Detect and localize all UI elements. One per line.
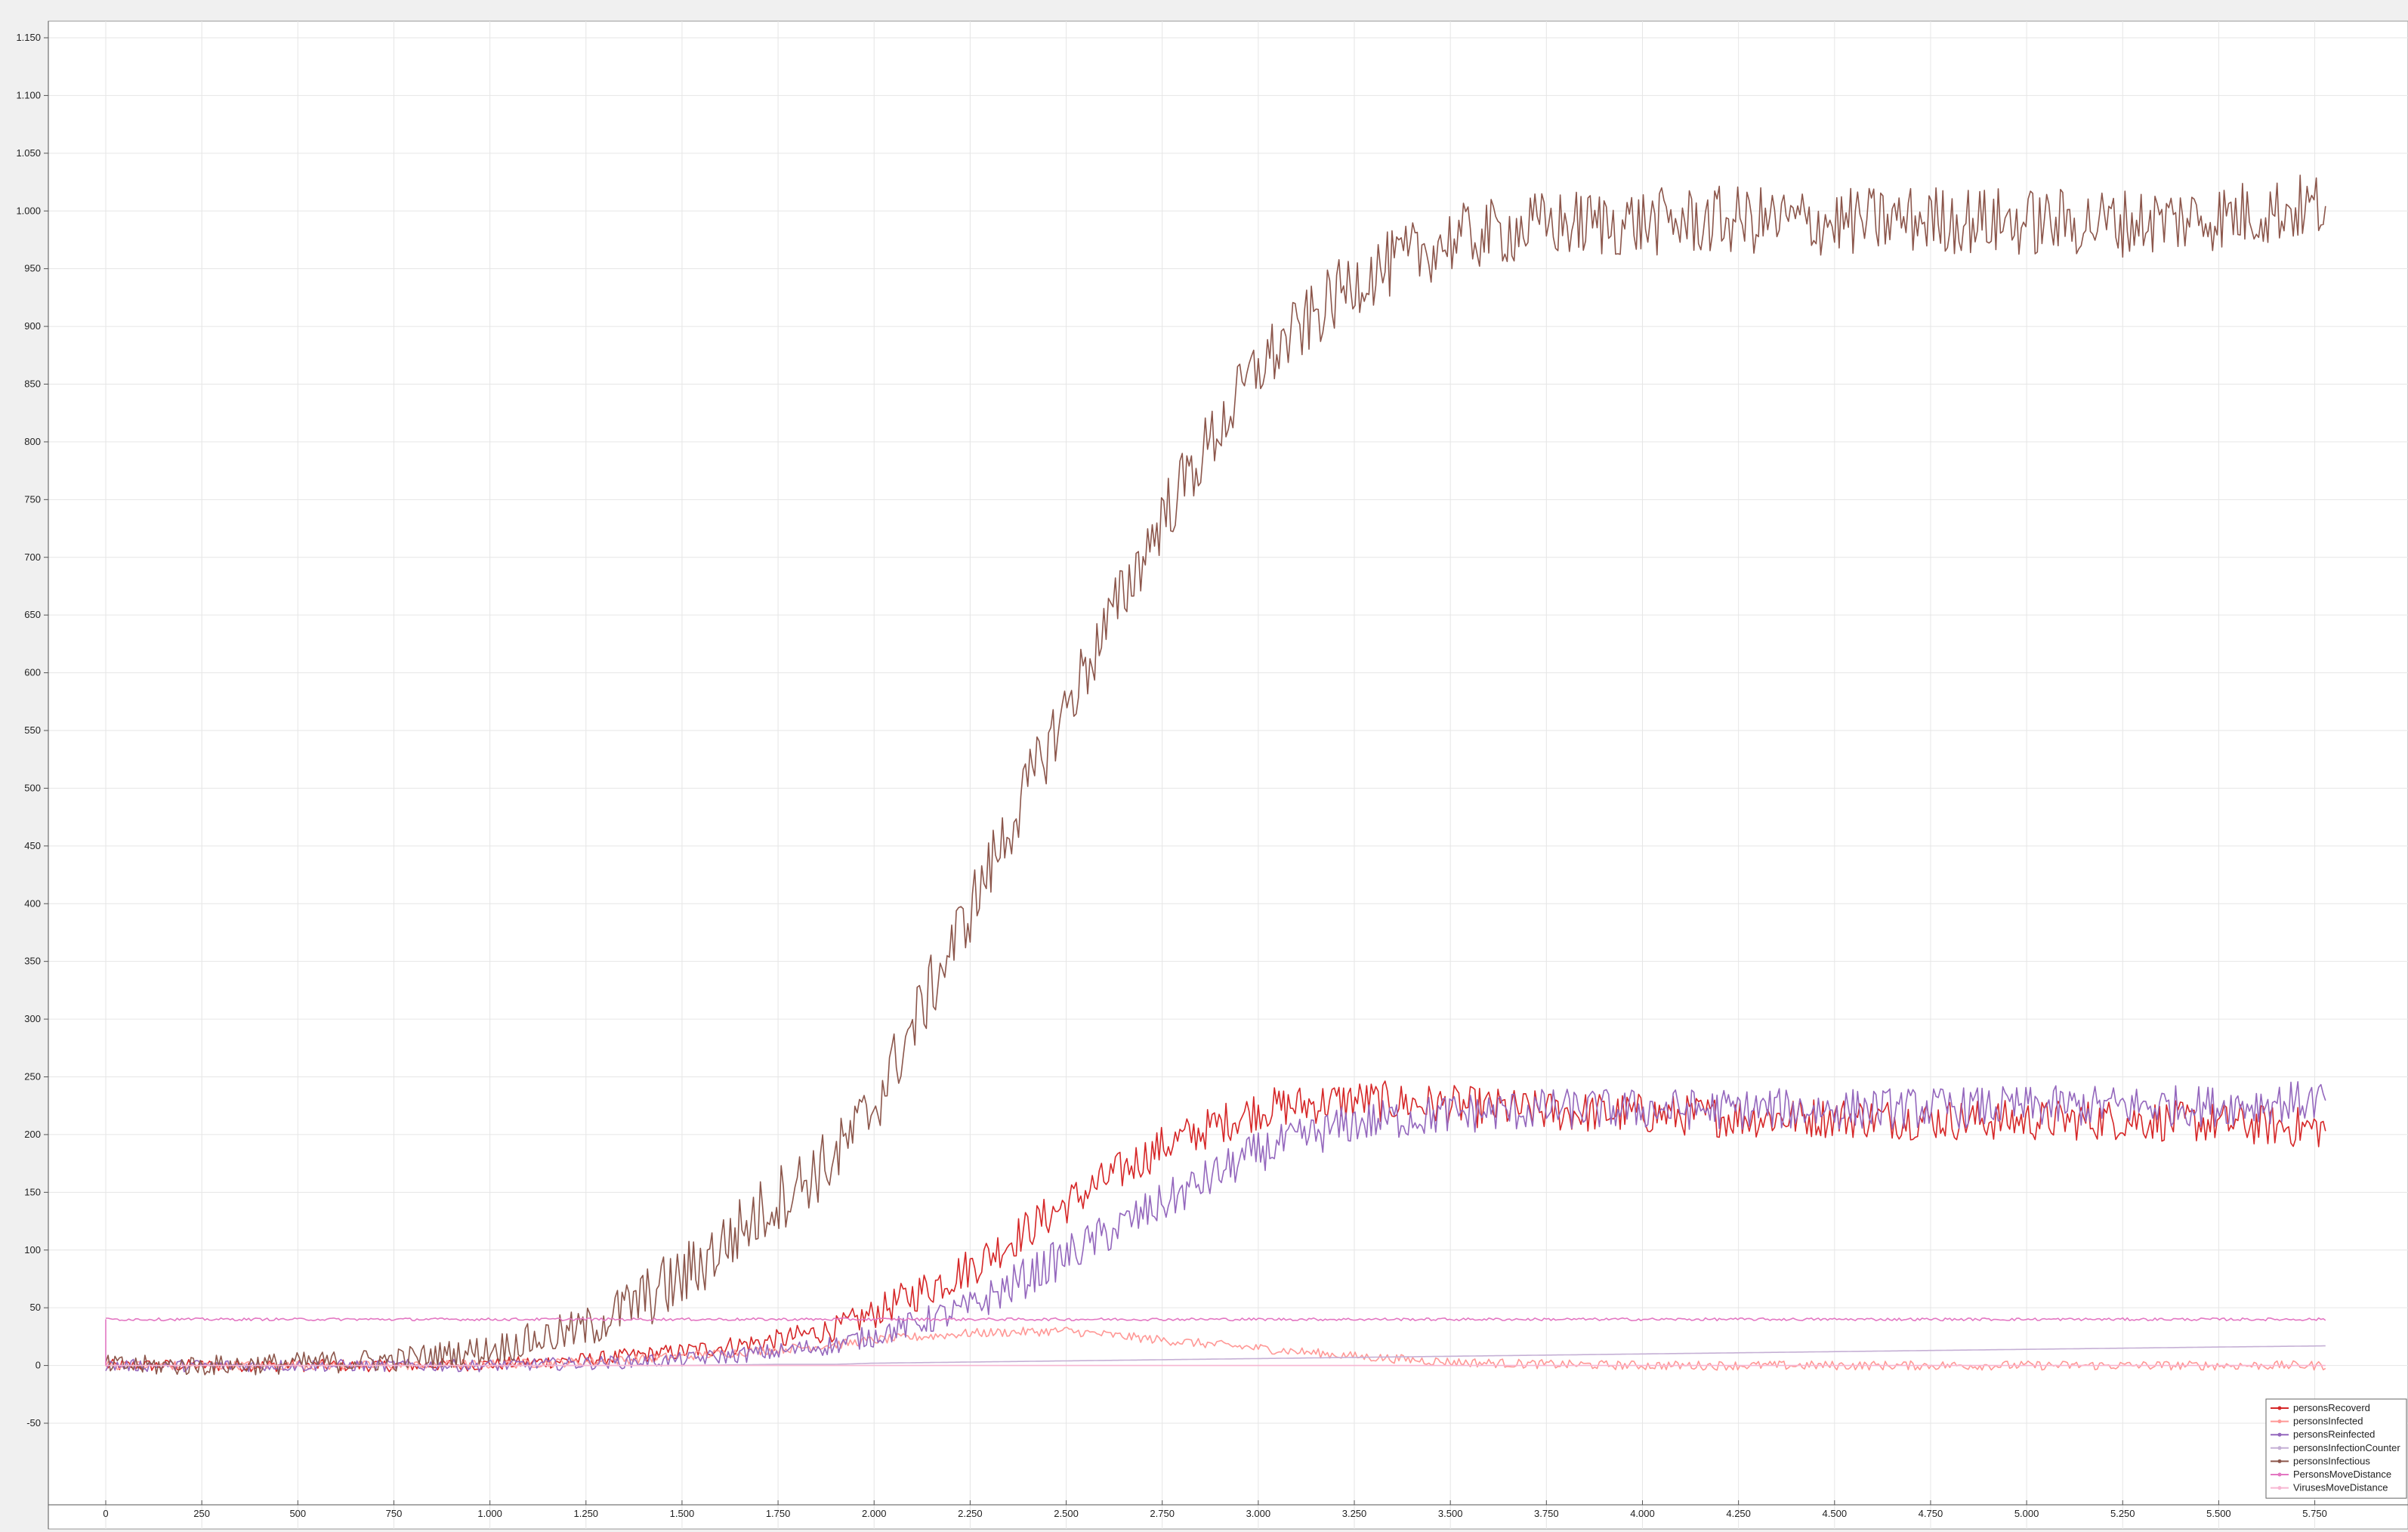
legend-label: PersonsMoveDistance [2293,1469,2391,1480]
legend-marker [2277,1459,2282,1463]
series-personsRecoverd [105,1080,2326,1373]
legend-marker [2277,1446,2282,1450]
y-tick-label: 750 [24,493,41,505]
x-tick-label: 4.250 [1726,1508,1751,1519]
legend: personsRecoverd personsInfected personsRei… [2265,1398,2407,1499]
y-tick-label: 50 [30,1302,41,1313]
y-tick-label: 300 [24,1013,41,1024]
y-tick-label: 600 [24,667,41,678]
x-tick-label: 1.250 [574,1508,599,1519]
legend-marker [2277,1406,2282,1410]
x-tick-label: 1.500 [670,1508,695,1519]
y-tick-label: 100 [24,1244,41,1256]
y-tick-label: 1.050 [16,147,41,159]
legend-marker [2277,1419,2282,1424]
y-tick-label: 800 [24,436,41,447]
grid-lines [48,21,2408,1529]
legend-label: personsInfectionCounter [2293,1442,2400,1453]
legend-marker [2277,1472,2282,1477]
x-tick-label: 750 [386,1508,403,1519]
y-tick-label: 950 [24,263,41,274]
legend-marker [2277,1432,2282,1437]
legend-label: VirusesMoveDistance [2293,1482,2388,1493]
y-tick-label: 900 [24,320,41,332]
series-lines [105,175,2326,1376]
x-tick-label: 4.500 [1823,1508,1848,1519]
legend-label: personsInfected [2293,1416,2363,1427]
y-tick-label: 200 [24,1129,41,1140]
x-tick-label: 1.000 [477,1508,502,1519]
y-tick-label: 250 [24,1071,41,1083]
x-tick-label: 1.750 [766,1508,791,1519]
y-tick-label: -50 [26,1417,41,1429]
x-tick-label: 2.250 [958,1508,983,1519]
x-tick-label: 500 [289,1508,306,1519]
legend-label: personsInfectious [2293,1455,2370,1466]
legend-label: personsRecoverd [2293,1402,2370,1413]
y-tick-label: 350 [24,956,41,967]
legend-box [2265,1398,2407,1499]
y-tick-label: 150 [24,1186,41,1197]
x-tick-label: 2.500 [1054,1508,1079,1519]
y-tick-label: 550 [24,724,41,736]
x-tick-label: 5.250 [2110,1508,2135,1519]
x-tick-label: 2.000 [862,1508,887,1519]
legend-marker [2277,1486,2282,1490]
y-tick-label: 450 [24,840,41,851]
x-tick-label: 250 [193,1508,210,1519]
x-tick-label: 3.750 [1534,1508,1559,1519]
x-tick-label: 4.750 [1919,1508,1943,1519]
x-tick-label: 2.750 [1150,1508,1175,1519]
legend-label: personsReinfected [2293,1429,2375,1440]
y-tick-label: 650 [24,609,41,620]
y-tick-label: 700 [24,551,41,563]
x-tick-label: 5.750 [2302,1508,2327,1519]
x-tick-label: 5.500 [2206,1508,2231,1519]
y-tick-label: 400 [24,897,41,909]
x-tick-label: 5.000 [2014,1508,2039,1519]
plot-area [48,20,2408,1530]
series-PersonsMoveDistance [106,1317,2326,1322]
x-tick-label: 0 [103,1508,108,1519]
axes: -50 0 50 100 150 200 250 300 350 400 450 500 550 600 6… [16,21,2408,1529]
x-tick-label: 3.500 [1438,1508,1463,1519]
y-tick-label: 1.000 [16,205,41,216]
x-tick-label: 4.000 [1630,1508,1655,1519]
y-tick-label: 0 [36,1360,41,1371]
series-personsInfectious [105,175,2326,1376]
x-tick-label: 3.250 [1342,1508,1367,1519]
y-tick-label: 1.100 [16,89,41,100]
series-personsInfected [105,1327,2326,1371]
y-tick-label: 500 [24,782,41,793]
x-tick-label: 3.000 [1246,1508,1271,1519]
y-tick-label: 1.150 [16,32,41,43]
y-tick-label: 850 [24,378,41,390]
